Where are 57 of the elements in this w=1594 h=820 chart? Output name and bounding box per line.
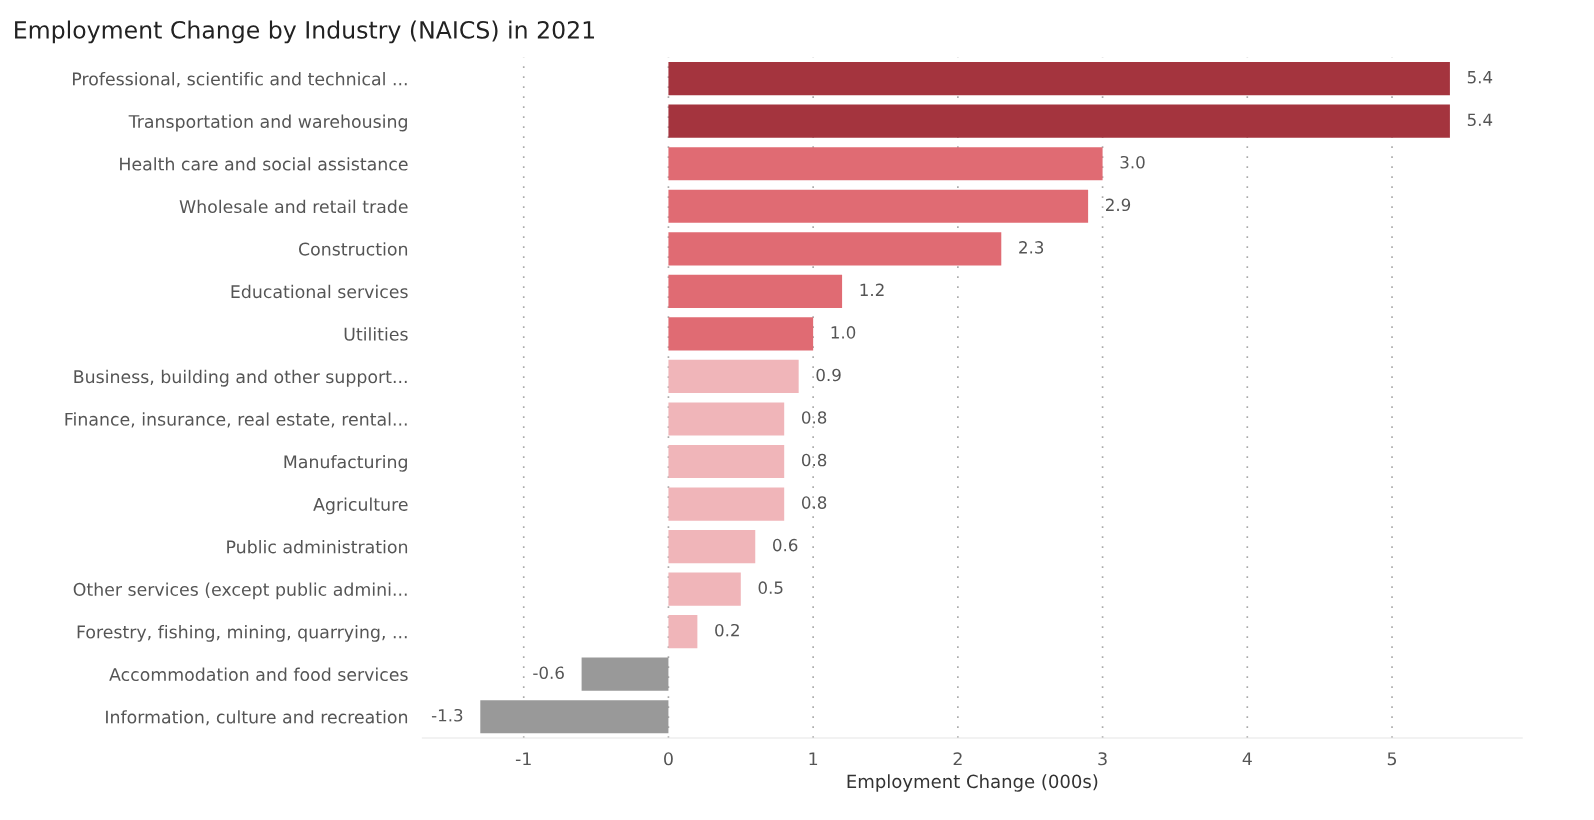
y-tick-label: Construction bbox=[298, 242, 408, 256]
data-label: 5.4 bbox=[1467, 71, 1493, 84]
x-tick-label: 0 bbox=[664, 752, 673, 766]
x-tick-label: 5 bbox=[1387, 752, 1397, 766]
y-tick-label: Public administration bbox=[227, 539, 408, 554]
bar bbox=[668, 487, 785, 521]
x-tick-label: 1 bbox=[809, 752, 818, 766]
y-tick-label: Professional, scientific and technical ... bbox=[73, 72, 407, 88]
y-tick-label: Utilities bbox=[344, 327, 408, 341]
bar bbox=[668, 274, 843, 308]
chart-title: Employment Change by Industry (NAICS) in 2021 bbox=[15, 20, 594, 44]
data-label: 0.8 bbox=[801, 411, 827, 424]
y-tick-label: Finance, insurance, real estate, rental... bbox=[65, 412, 407, 428]
x-tick-label: 2 bbox=[953, 752, 962, 766]
x-tick-label: 4 bbox=[1242, 752, 1252, 766]
data-label: 2.3 bbox=[1019, 241, 1044, 254]
data-label: 1.2 bbox=[860, 283, 884, 296]
y-tick-label: Transportation and warehousing bbox=[128, 114, 407, 132]
bar bbox=[668, 147, 1103, 181]
x-tick-label: 3 bbox=[1098, 752, 1107, 766]
x-tick-label: -1 bbox=[515, 752, 531, 766]
y-tick-label: Agriculture bbox=[313, 497, 408, 515]
y-tick-label: Health care and social assistance bbox=[120, 157, 408, 171]
bar bbox=[668, 232, 1002, 266]
y-tick-label: Manufacturing bbox=[284, 454, 407, 472]
data-label: 3.0 bbox=[1120, 155, 1145, 169]
bar bbox=[668, 615, 698, 649]
data-label: 0.8 bbox=[801, 496, 827, 509]
bar bbox=[668, 444, 785, 479]
y-tick-label: Educational services bbox=[231, 284, 408, 299]
bar bbox=[668, 62, 1450, 96]
data-label: -1.3 bbox=[431, 708, 463, 722]
data-label: 0.9 bbox=[816, 368, 841, 382]
y-tick-label: Business, building and other support... bbox=[74, 369, 407, 387]
bar bbox=[668, 104, 1450, 138]
bar bbox=[668, 529, 756, 564]
bar bbox=[668, 572, 741, 606]
bar bbox=[480, 700, 669, 734]
y-tick-label: Accommodation and food services bbox=[109, 667, 408, 682]
bar bbox=[668, 359, 799, 394]
data-label: 1.0 bbox=[831, 326, 856, 339]
bar bbox=[581, 657, 669, 691]
data-label: -0.6 bbox=[533, 666, 564, 680]
data-label: 2.9 bbox=[1106, 198, 1131, 212]
data-label: 0.5 bbox=[758, 581, 783, 594]
y-tick-label: Wholesale and retail trade bbox=[179, 199, 408, 214]
data-label: 0.6 bbox=[773, 538, 798, 552]
x-axis-title: Employment Change (000s) bbox=[847, 774, 1098, 792]
bar bbox=[668, 402, 785, 436]
bar bbox=[668, 317, 814, 351]
data-label: 0.8 bbox=[801, 453, 827, 467]
y-tick-label: Information, culture and recreation bbox=[106, 710, 408, 726]
data-label: 0.2 bbox=[715, 623, 739, 637]
bar bbox=[668, 189, 1089, 223]
y-tick-label: Forestry, fishing, mining, quarrying, ... bbox=[77, 625, 407, 642]
y-tick-label: Other services (except public admini... bbox=[73, 582, 407, 600]
data-label: 5.4 bbox=[1467, 113, 1493, 127]
